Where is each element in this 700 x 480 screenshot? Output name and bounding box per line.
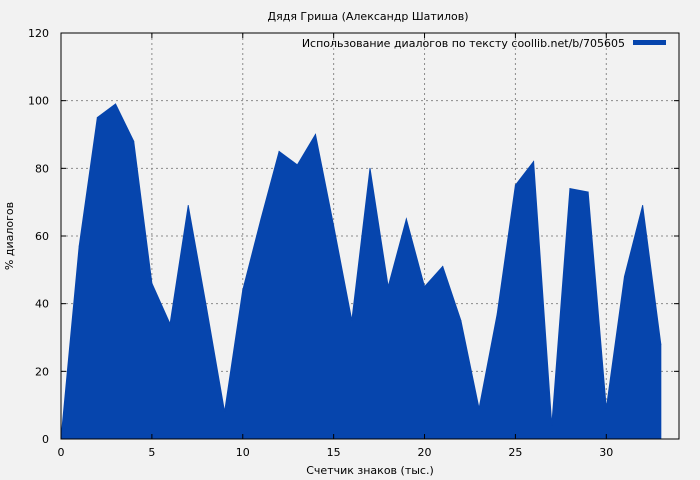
data-point bbox=[205, 306, 207, 308]
data-point bbox=[278, 150, 280, 152]
data-point bbox=[369, 167, 371, 169]
x-tick-label: 15 bbox=[327, 446, 341, 459]
data-point bbox=[496, 313, 498, 315]
y-tick-label: 120 bbox=[28, 27, 49, 40]
data-point bbox=[460, 320, 462, 322]
data-point bbox=[187, 205, 189, 207]
data-point bbox=[133, 140, 135, 142]
data-point bbox=[242, 289, 244, 291]
data-point bbox=[260, 218, 262, 220]
data-point bbox=[169, 323, 171, 325]
x-tick-label: 5 bbox=[148, 446, 155, 459]
legend-swatch bbox=[633, 40, 666, 45]
data-point bbox=[333, 225, 335, 227]
y-tick-label: 20 bbox=[35, 365, 49, 378]
data-point bbox=[314, 134, 316, 135]
data-point bbox=[514, 184, 516, 186]
chart-title: Дядя Гриша (Александр Шатилов) bbox=[268, 10, 469, 23]
y-tick-label: 60 bbox=[35, 230, 49, 243]
data-point bbox=[96, 117, 98, 119]
data-point bbox=[296, 164, 298, 166]
data-point bbox=[115, 103, 117, 105]
y-axis-label: % диалогов bbox=[3, 202, 16, 270]
data-point bbox=[478, 408, 480, 410]
data-point bbox=[405, 218, 407, 220]
data-point bbox=[587, 191, 589, 193]
x-tick-label: 0 bbox=[58, 446, 65, 459]
data-point bbox=[623, 276, 625, 278]
y-tick-label: 40 bbox=[35, 298, 49, 311]
area-layer bbox=[60, 103, 662, 440]
data-point bbox=[533, 161, 535, 163]
data-point bbox=[660, 343, 662, 345]
data-point bbox=[569, 188, 571, 190]
data-point bbox=[224, 411, 226, 413]
series-area bbox=[60, 103, 662, 440]
data-point bbox=[78, 245, 80, 247]
x-axis-label: Счетчик знаков (тыс.) bbox=[306, 464, 434, 477]
x-tick-label: 25 bbox=[508, 446, 522, 459]
legend: Использование диалогов по тексту coollib… bbox=[302, 37, 666, 50]
data-point bbox=[424, 286, 426, 288]
data-point bbox=[642, 205, 644, 207]
y-tick-label: 80 bbox=[35, 162, 49, 175]
data-point bbox=[151, 282, 153, 284]
x-tick-label: 20 bbox=[418, 446, 432, 459]
legend-label: Использование диалогов по тексту coollib… bbox=[302, 37, 625, 50]
y-tick-label: 100 bbox=[28, 95, 49, 108]
y-tick-label: 0 bbox=[42, 433, 49, 446]
data-point bbox=[551, 424, 553, 426]
data-point bbox=[442, 265, 444, 267]
x-tick-label: 30 bbox=[599, 446, 613, 459]
ticks: 0 5 10 15 20 25 30 0 20 40 60 80 100 120 bbox=[28, 27, 679, 459]
data-point bbox=[605, 408, 607, 410]
data-point bbox=[351, 320, 353, 322]
data-point bbox=[387, 286, 389, 288]
x-tick-label: 10 bbox=[236, 446, 250, 459]
